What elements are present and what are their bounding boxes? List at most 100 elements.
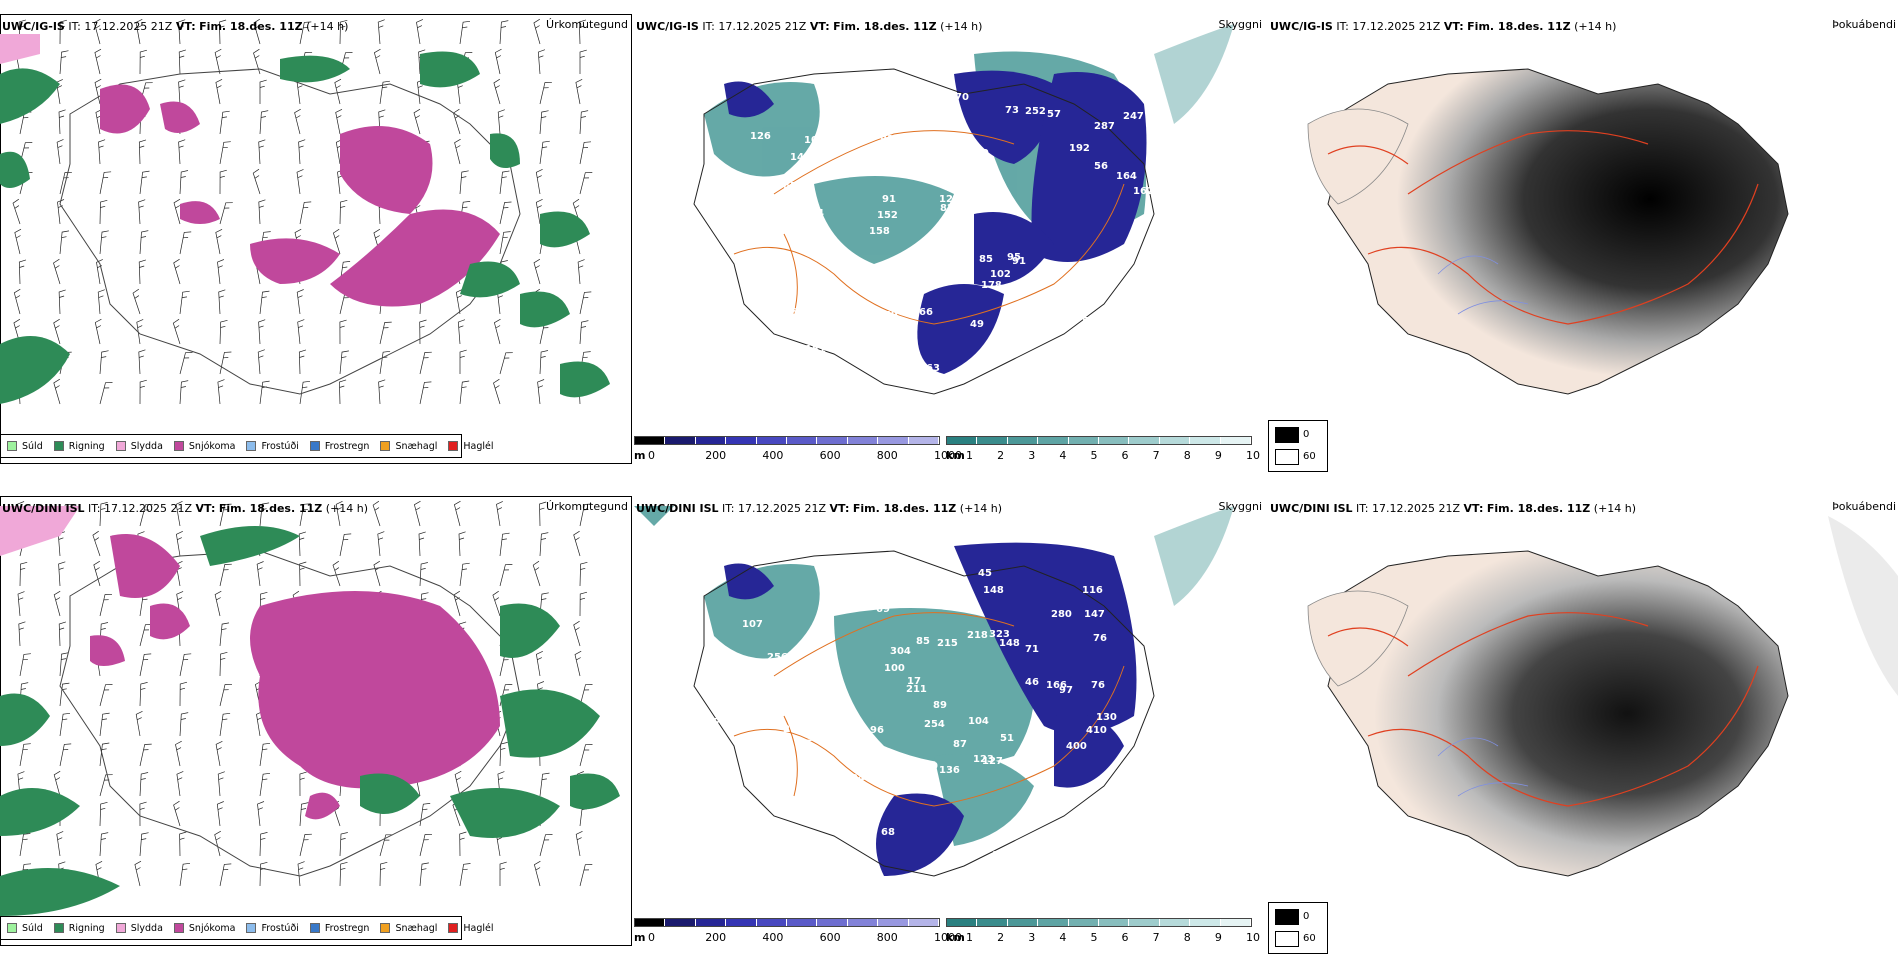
wind-barb — [93, 560, 101, 587]
wind-barb — [19, 743, 31, 767]
lead-time: (+14 h) — [1593, 502, 1637, 515]
cloud-base-label: 76 — [714, 717, 728, 728]
colorbar-tick: 6 — [1121, 449, 1129, 462]
wind-barb — [499, 20, 509, 45]
legend-label: Snjókoma — [188, 922, 236, 934]
wind-barb — [219, 863, 232, 887]
fog-swatch-60 — [1275, 449, 1299, 465]
wind-barb — [99, 774, 113, 797]
colorbar-tick: 1000 — [934, 449, 962, 462]
cloud-base-label: 107 — [742, 619, 763, 630]
wind-barb — [176, 771, 184, 797]
wind-barb — [579, 291, 592, 315]
cloud-base-label: 82 — [940, 203, 954, 214]
lead-time: (+14 h) — [940, 20, 983, 33]
wind-barb — [533, 258, 541, 285]
wind-barb — [56, 139, 64, 165]
cloud-panel-bottom: 165 217 123 107 260 256 200 112 71 85 148 184 88 69 10… — [634, 496, 1266, 946]
wind-barb — [19, 142, 33, 165]
it-label: IT: — [702, 20, 715, 33]
wind-barb — [139, 379, 147, 405]
wind-barb — [178, 139, 186, 165]
wind-barb — [299, 802, 309, 827]
fog-swatch-60 — [1275, 931, 1299, 947]
visibility-bar — [946, 436, 1252, 445]
wind-barb — [339, 533, 352, 557]
cloud-base-label: 165 — [1069, 848, 1090, 859]
wind-barb — [218, 289, 226, 315]
colorbar-tick: 0 — [648, 449, 655, 462]
wind-barb — [19, 833, 31, 857]
wind-barb — [539, 81, 552, 105]
wind-barb — [253, 48, 261, 75]
colorbar-segment — [1099, 919, 1130, 926]
wind-barb — [579, 141, 592, 165]
colorbar-segment — [1068, 437, 1100, 444]
wind-barb — [139, 230, 149, 255]
cloud-base-label: 161 — [793, 323, 814, 334]
wind-barb — [296, 289, 304, 315]
colorbar-segment — [756, 919, 788, 926]
wind-barb — [339, 19, 348, 45]
wind-barb — [259, 502, 270, 527]
cloud-base-label: 92 — [1030, 729, 1044, 740]
wind-barb — [215, 228, 223, 255]
wind-barb — [138, 259, 147, 285]
wind-barb — [373, 560, 381, 587]
cloud-base-label: 152 — [877, 210, 898, 221]
wind-barb — [18, 259, 27, 285]
swatch — [115, 923, 126, 933]
colorbar-tick: 9 — [1214, 449, 1222, 462]
wind-barb — [459, 170, 469, 195]
colorbar-segment — [817, 437, 848, 444]
precip-map-top — [0, 18, 610, 405]
legend-label: Slydda — [130, 922, 163, 934]
swatch — [309, 923, 320, 933]
wind-barb — [59, 171, 72, 195]
cloud-base-label: 103 — [764, 367, 785, 378]
cloud-base-label: 28 — [841, 168, 855, 179]
precip-map-bottom — [0, 500, 620, 916]
vt-value: Fim. 18.des. 11Z — [1486, 502, 1591, 515]
colorbar-segment — [665, 437, 696, 444]
wind-barb — [537, 379, 545, 405]
colorbar-segment — [726, 919, 757, 926]
cloud-base-label: 184 — [1045, 826, 1066, 837]
cloud-base-unit: m — [634, 449, 646, 462]
wind-barb — [258, 199, 266, 225]
cloud-base-label: 136 — [939, 765, 960, 776]
cloud-base-label: 218 — [967, 630, 988, 641]
colorbar-segment — [847, 437, 879, 444]
wind-barb — [53, 770, 61, 797]
it-label: IT: — [88, 502, 101, 515]
it-label: IT: — [722, 502, 735, 515]
wind-barb — [453, 590, 461, 617]
colorbar-segment — [1190, 437, 1221, 444]
wind-barb — [93, 18, 101, 45]
wind-barb — [573, 620, 581, 647]
wind-barb — [419, 833, 433, 857]
colorbar-segment — [817, 919, 848, 926]
panel-title: Þokuábendi — [1832, 18, 1896, 31]
wind-barb — [377, 19, 385, 45]
wind-barb — [379, 834, 393, 857]
colorbar-tick: 10 — [1246, 449, 1260, 462]
westfjords — [1307, 108, 1409, 205]
swatch — [380, 923, 391, 933]
wind-barb — [219, 651, 228, 677]
it-value: 17.12.2025 21Z — [1352, 20, 1441, 33]
iceland-outline — [1327, 550, 1789, 877]
cloud-base-label: 83 — [748, 771, 762, 782]
wind-barb — [457, 319, 466, 345]
cloud-base-label: 91 — [880, 134, 894, 145]
wind-barb — [575, 78, 583, 105]
legend-label: Haglél — [463, 440, 494, 452]
wind-barb — [53, 378, 61, 405]
fog-swatch-0 — [1275, 427, 1299, 443]
swatch — [448, 923, 459, 933]
fog-label-0: 0 — [1303, 429, 1310, 440]
cloud-base-label: 324 — [844, 773, 865, 784]
colorbar-tick: 0 — [648, 931, 655, 944]
colorbar-segment — [1159, 919, 1191, 926]
colorbar-tick: 3 — [1028, 449, 1036, 462]
